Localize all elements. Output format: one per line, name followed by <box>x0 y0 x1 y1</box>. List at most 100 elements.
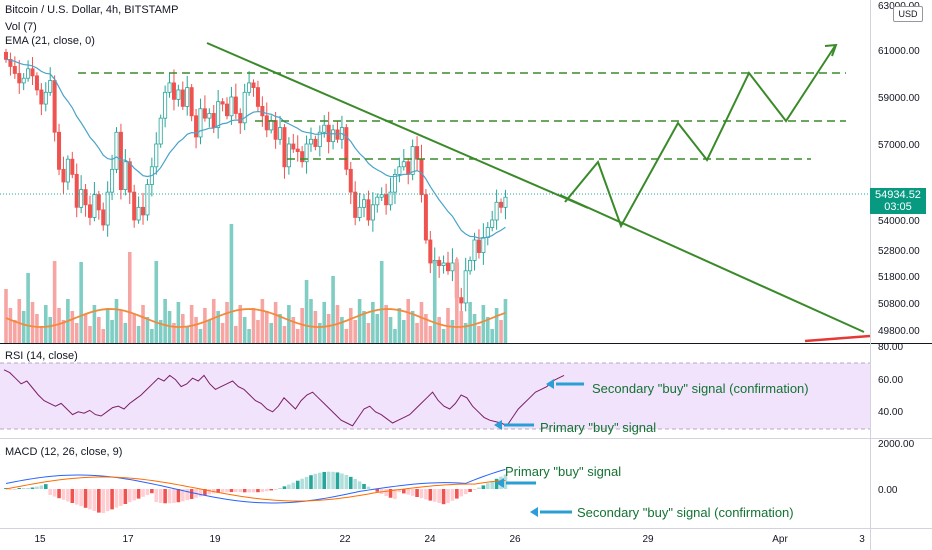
volume-bar <box>43 305 48 343</box>
volume-bar <box>21 311 26 343</box>
macd-histogram-bar <box>220 489 225 493</box>
volume-bar <box>357 299 362 343</box>
macd-histogram-bar <box>494 478 499 489</box>
macd-histogram-bar <box>207 489 212 495</box>
candle-body <box>34 75 39 91</box>
candle-body <box>158 117 163 145</box>
ema-indicator-label[interactable]: EMA (21, close, 0) <box>5 35 95 47</box>
macd-indicator-label[interactable]: MACD (12, 26, close, 9) <box>5 446 123 458</box>
macd-histogram-bar <box>415 489 419 497</box>
volume-bar <box>88 326 92 343</box>
macd-histogram-bar <box>17 488 22 489</box>
macd-histogram-bar <box>318 472 322 489</box>
macd-histogram-bar <box>154 489 159 503</box>
macd-histogram-bar <box>282 486 287 489</box>
candle-body <box>406 161 411 175</box>
macd-histogram-bar <box>39 485 44 489</box>
macd-histogram-bar <box>344 474 349 489</box>
macd-histogram-bar <box>393 489 397 500</box>
volume-bar <box>114 299 119 343</box>
currency-button[interactable]: USD <box>893 6 923 22</box>
candle-body <box>105 191 110 226</box>
macd-histogram-bar <box>397 489 402 493</box>
macd-histogram-bar <box>455 489 459 499</box>
price-tick-label: 61000.00 <box>878 46 920 57</box>
volume-bar <box>468 302 472 343</box>
projection-arrowhead <box>824 43 838 57</box>
volume-bar <box>304 280 309 343</box>
candle-body <box>273 120 278 140</box>
volume-bar <box>194 317 198 343</box>
candle-body <box>481 237 486 253</box>
price-tick-label: 52800.00 <box>878 246 920 257</box>
volume-bar <box>269 323 273 343</box>
candle-body <box>269 120 274 131</box>
macd-histogram-bar <box>437 489 441 503</box>
volume-bar <box>79 262 83 343</box>
macd-histogram-bar <box>441 489 446 505</box>
volume-bar <box>17 299 22 343</box>
volume-bar <box>163 299 167 343</box>
macd-histogram-bar <box>428 489 433 501</box>
macd-histogram-bar <box>247 489 251 493</box>
macd-histogram-bar <box>238 489 243 493</box>
macd-histogram-bar <box>269 489 273 491</box>
macd-histogram-bar <box>123 489 128 504</box>
macd-histogram-bar <box>410 489 415 496</box>
candle-body <box>220 101 225 105</box>
macd-histogram-bar <box>432 489 437 502</box>
macd-histogram-bar <box>8 489 13 490</box>
macd-secondary-arrow-head <box>530 507 538 517</box>
volume-bar <box>176 302 181 343</box>
volume-bar <box>229 224 234 343</box>
candle-body <box>286 143 291 168</box>
macd-histogram-bar <box>150 489 154 494</box>
rsi-indicator-label[interactable]: RSI (14, close) <box>5 350 78 362</box>
volume-bar <box>242 317 247 343</box>
candle-body <box>101 209 106 226</box>
volume-bar <box>366 323 371 343</box>
macd-histogram-bar <box>362 483 366 489</box>
rsi-primary-signal-label: Primary "buy" signal <box>540 420 656 435</box>
macd-histogram-bar <box>145 489 150 495</box>
candle-body <box>304 143 309 163</box>
volume-bar <box>485 317 490 343</box>
macd-histogram-bar <box>388 489 393 498</box>
volume-bar <box>167 311 172 343</box>
candle-body <box>87 204 92 218</box>
macd-histogram-bar <box>242 489 247 493</box>
macd-tick-label: 2000.00 <box>878 439 915 450</box>
volume-bar <box>123 323 128 343</box>
macd-histogram-bar <box>13 489 17 490</box>
candle-body <box>317 131 322 147</box>
macd-histogram-bar <box>353 479 357 489</box>
volume-bar <box>158 320 163 343</box>
volume-bar <box>220 323 225 343</box>
macd-histogram-bar <box>340 473 344 489</box>
volume-bar <box>375 314 380 343</box>
macd-histogram-bar <box>287 484 291 489</box>
candle-body <box>295 148 300 152</box>
candle-body <box>251 82 256 89</box>
volume-bar <box>35 314 39 343</box>
rsi-tick-label: 80.00 <box>878 342 903 353</box>
candle-body <box>216 101 221 128</box>
volume-bar <box>318 323 322 343</box>
volume-bar <box>472 314 477 343</box>
macd-histogram-bar <box>136 489 141 499</box>
macd-histogram-bar <box>163 489 167 504</box>
candle-body <box>384 194 389 206</box>
macd-histogram-bar <box>424 489 428 500</box>
time-tick-label: 17 <box>122 534 134 545</box>
candle-body <box>79 189 84 208</box>
candle-body <box>136 206 141 221</box>
candle-body <box>362 199 367 208</box>
volume-bar <box>264 311 269 343</box>
macd-histogram-bar <box>110 489 114 510</box>
candle-body <box>419 158 424 196</box>
candle-body <box>428 239 433 264</box>
macd-histogram-bar <box>21 488 26 489</box>
volume-bar <box>260 299 265 343</box>
volume-indicator-label[interactable]: Vol (7) <box>5 21 37 33</box>
